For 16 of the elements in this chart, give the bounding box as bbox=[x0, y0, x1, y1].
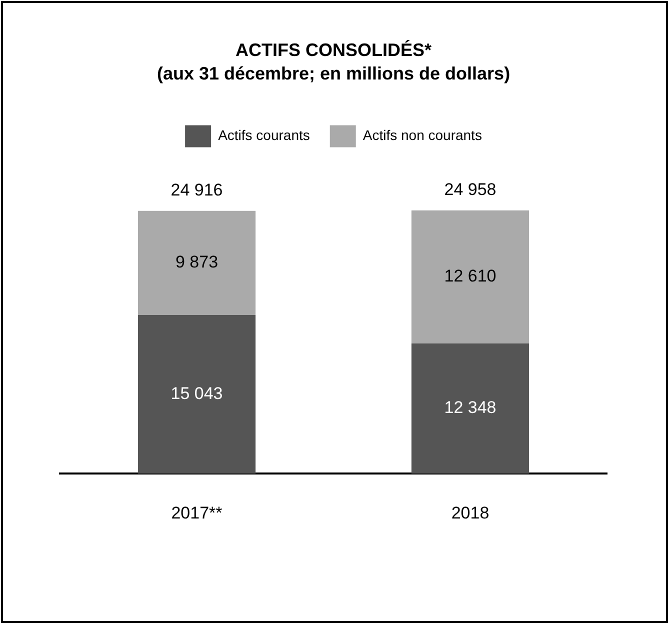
data-label: 12 610 bbox=[444, 266, 496, 286]
chart-title: ACTIFS CONSOLIDÉS* bbox=[235, 40, 432, 60]
legend-label: Actifs courants bbox=[218, 127, 310, 144]
data-label: 9 873 bbox=[175, 252, 218, 272]
legend-label: Actifs non courants bbox=[362, 127, 482, 144]
chart-subtitle: (aux 31 décembre; en millions de dollars) bbox=[156, 63, 510, 84]
x-tick-label: 2017** bbox=[171, 503, 223, 522]
total-label: 24 916 bbox=[170, 180, 223, 200]
bar bbox=[138, 210, 256, 315]
x-tick-label: 2018 bbox=[451, 503, 490, 522]
data-label: 12 348 bbox=[444, 398, 496, 418]
bar bbox=[411, 343, 530, 474]
total-label: 24 958 bbox=[444, 180, 496, 200]
bar bbox=[138, 314, 256, 474]
data-label: 15 043 bbox=[170, 384, 223, 403]
bar bbox=[411, 210, 530, 344]
